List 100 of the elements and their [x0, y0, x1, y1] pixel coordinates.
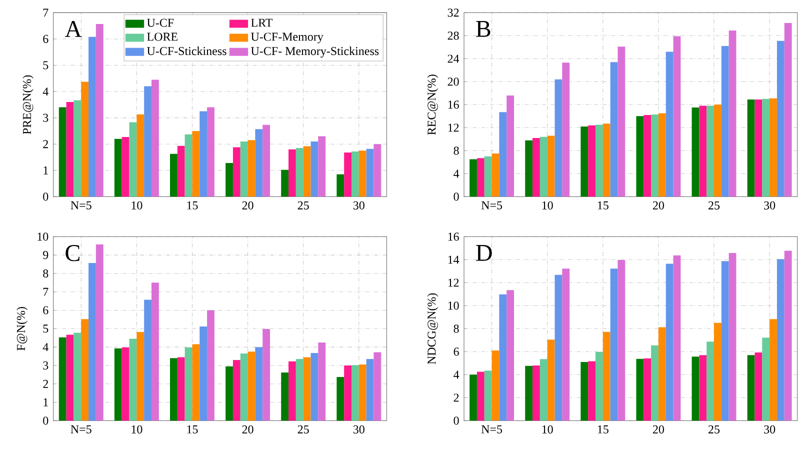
bar	[588, 125, 596, 197]
bar	[484, 156, 492, 197]
bar	[562, 268, 570, 421]
bar	[81, 82, 89, 197]
x-tick-label: 30	[764, 425, 776, 434]
y-tick-label: 16	[448, 100, 459, 109]
y-tick-label: 4	[42, 88, 48, 96]
legend-label: U-CF-Memory	[250, 32, 324, 44]
bar	[318, 342, 326, 421]
x-tick-label: 30	[764, 201, 776, 210]
bar	[344, 365, 352, 421]
bar	[66, 102, 74, 197]
bar	[540, 359, 548, 421]
bar	[136, 332, 144, 421]
x-tick-label: 10	[542, 201, 553, 210]
bar	[666, 52, 674, 197]
x-tick-label: 15	[598, 425, 608, 434]
bar	[554, 79, 562, 197]
bar	[747, 99, 755, 197]
bar	[262, 329, 270, 421]
bar	[200, 111, 208, 197]
bar	[96, 24, 104, 197]
bar	[170, 154, 178, 197]
bar	[476, 372, 484, 421]
bar	[636, 116, 644, 197]
bar	[706, 342, 714, 421]
x-tick-label: 30	[353, 201, 364, 210]
y-tick-label: 6	[43, 306, 48, 314]
bar	[170, 358, 178, 421]
bar	[776, 40, 784, 197]
y-tick-label: 14	[448, 256, 460, 264]
y-tick-label: 5	[43, 324, 48, 333]
x-tick-label: N=5	[70, 425, 92, 434]
bar	[776, 259, 784, 421]
bar	[714, 104, 722, 197]
bar	[88, 262, 96, 421]
bar	[358, 150, 366, 197]
bar	[207, 310, 214, 421]
bar	[96, 244, 104, 421]
bar	[81, 319, 89, 421]
bar	[122, 137, 130, 197]
y-tick-label: 10	[38, 232, 48, 241]
bar	[344, 152, 352, 197]
bar	[658, 113, 666, 197]
x-tick-label: 10	[132, 201, 142, 210]
annotation: C	[66, 245, 80, 262]
y-tick-label: 0	[43, 416, 48, 425]
bar	[136, 114, 144, 197]
bar	[747, 355, 755, 421]
bar	[262, 124, 270, 197]
bar	[248, 352, 256, 421]
bar	[310, 141, 318, 197]
bar	[699, 106, 707, 197]
bar	[310, 352, 318, 421]
y-tick-label: 1	[44, 166, 48, 174]
y-tick-label: 4	[454, 170, 460, 178]
legend-label: U-CF	[146, 18, 174, 27]
y-tick-label: 2	[454, 394, 459, 402]
bar	[595, 124, 603, 197]
bar	[336, 174, 344, 197]
bar	[470, 374, 477, 421]
y-tick-label: 1	[44, 398, 48, 406]
bar	[248, 140, 256, 197]
bar	[602, 332, 610, 421]
y-tick-label: 2	[43, 380, 48, 388]
bar	[74, 332, 82, 421]
bar	[644, 115, 652, 197]
bar	[184, 134, 192, 197]
bar	[506, 290, 514, 421]
bar	[728, 30, 736, 197]
x-tick-label: 25	[708, 201, 720, 210]
y-tick-label: 10	[448, 302, 459, 310]
bar	[525, 140, 533, 197]
bar	[595, 352, 603, 421]
bar	[318, 136, 326, 197]
bar	[525, 366, 533, 421]
bar	[74, 100, 82, 197]
y-tick-label: 24	[448, 54, 460, 63]
bar	[296, 359, 304, 421]
x-tick-label: N=5	[481, 425, 502, 434]
y-tick-label: 7	[43, 288, 48, 296]
bar	[88, 36, 96, 197]
bar	[303, 146, 311, 197]
y-tick-label: 0	[454, 192, 459, 201]
bar	[226, 163, 233, 197]
bar	[281, 372, 289, 421]
bar	[562, 62, 570, 197]
bar	[58, 107, 66, 197]
bar	[540, 136, 548, 197]
bar	[770, 319, 777, 421]
bar	[288, 149, 296, 197]
bar	[610, 62, 618, 197]
bar	[666, 264, 674, 421]
bar	[177, 357, 185, 421]
y-tick-label: 4	[42, 343, 48, 352]
annotation: B	[476, 21, 490, 37]
bar	[374, 352, 382, 421]
bar	[651, 345, 658, 421]
legend-label: U-CF- Memory-Stickiness	[250, 46, 379, 58]
bar	[754, 99, 762, 197]
